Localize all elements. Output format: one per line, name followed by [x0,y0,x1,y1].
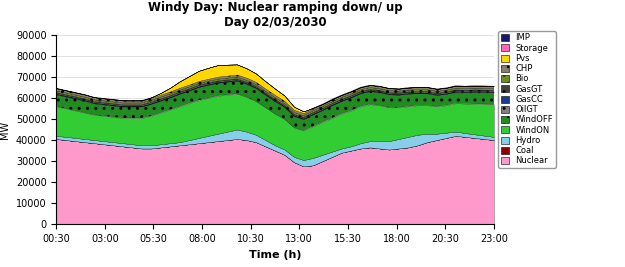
X-axis label: Time (h): Time (h) [249,250,301,260]
Legend: IMP, Storage, Pvs, CHP, Bio, GasGT, GasCC, OilGT, WindOFF, WindON, Hydro, Coal, : IMP, Storage, Pvs, CHP, Bio, GasGT, GasC… [498,31,556,168]
Title: Windy Day: Nuclear ramping down/ up
Day 02/03/2030: Windy Day: Nuclear ramping down/ up Day … [148,1,402,29]
Y-axis label: MW: MW [0,120,10,139]
